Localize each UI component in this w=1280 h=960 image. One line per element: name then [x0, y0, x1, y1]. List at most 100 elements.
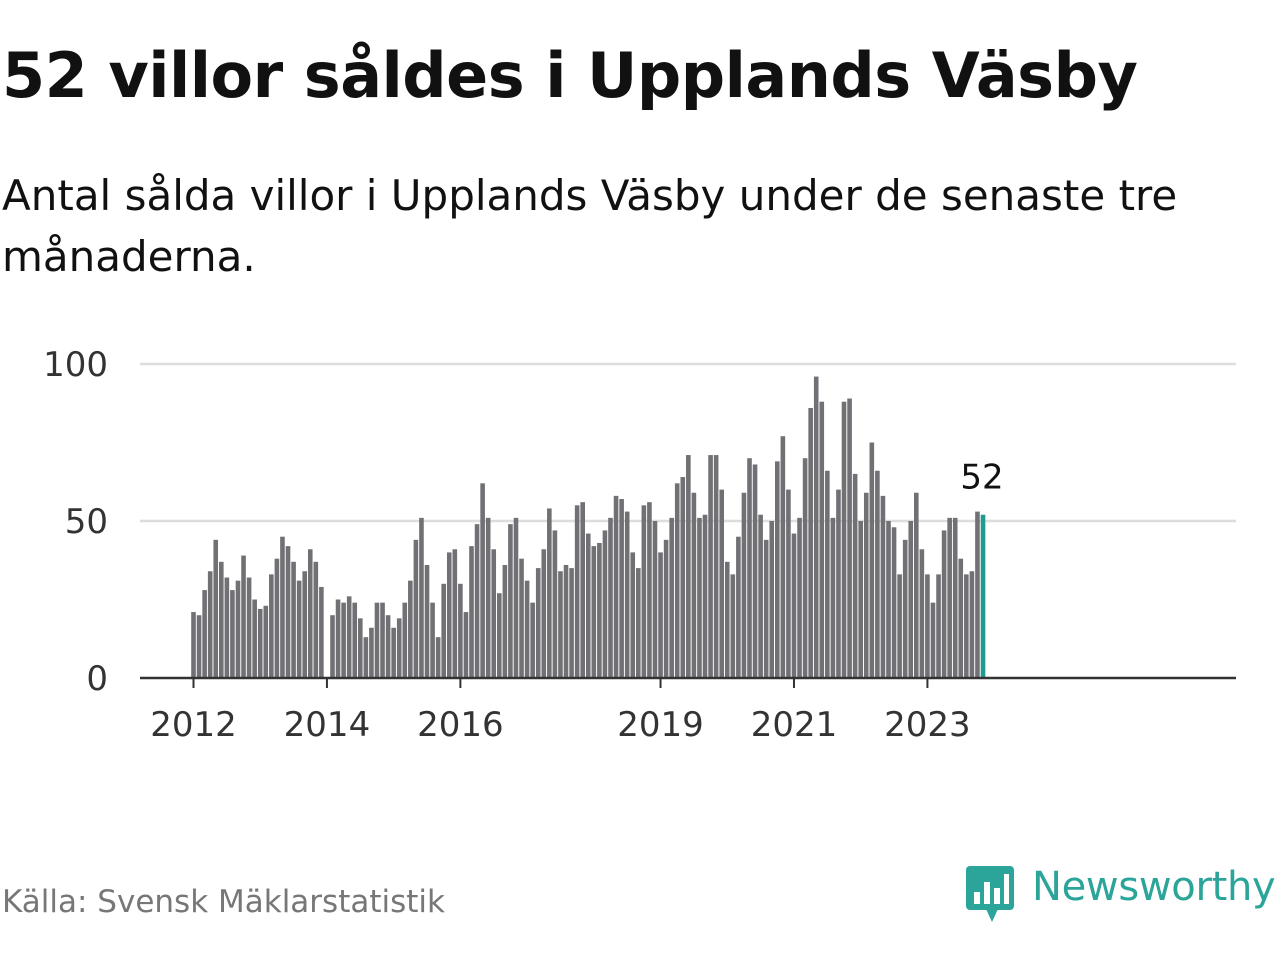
- y-axis-ticks: 0 50 100: [43, 345, 108, 699]
- bar: [441, 583, 446, 678]
- bar: [975, 511, 980, 678]
- bar: [369, 627, 374, 678]
- bar: [763, 539, 769, 678]
- bar: [691, 492, 697, 678]
- y-tick-label-100: 100: [43, 345, 108, 385]
- bar: [964, 574, 969, 678]
- bar: [269, 574, 274, 678]
- bar: [274, 558, 280, 678]
- bar: [880, 495, 886, 678]
- bar: [613, 495, 619, 678]
- bar: [285, 546, 291, 678]
- bar: [552, 530, 558, 678]
- bar: [925, 574, 930, 678]
- bar: [908, 521, 914, 678]
- bar: [747, 458, 752, 678]
- x-tick-label-2014: 2014: [284, 705, 371, 745]
- bar: [958, 558, 964, 678]
- highlight-value-label: 52: [960, 458, 1003, 498]
- bar: [797, 517, 802, 678]
- bar: [619, 499, 624, 678]
- bar: [969, 571, 975, 678]
- bar: [936, 574, 941, 678]
- bar: [663, 539, 669, 678]
- bar: [930, 602, 936, 678]
- bar: [391, 627, 396, 678]
- bar: [463, 612, 469, 678]
- bar: [902, 539, 908, 678]
- bar: [535, 568, 541, 678]
- brand-logo[interactable]: Newsworthy: [964, 864, 1276, 928]
- bar: [224, 577, 230, 678]
- bar: [947, 517, 952, 678]
- bar: [697, 517, 702, 678]
- bar: [891, 527, 897, 678]
- bar: [669, 517, 674, 678]
- bar: [341, 602, 346, 678]
- bar: [658, 552, 663, 678]
- bar: [408, 580, 413, 678]
- bar: [802, 458, 808, 678]
- bar: [530, 602, 535, 678]
- bar: [213, 539, 219, 678]
- bar: [502, 564, 508, 678]
- annotations: 52: [960, 458, 1003, 498]
- bar: [713, 455, 719, 678]
- x-axis-ticks: 2012 2014 2016 2019 2021 2023: [150, 678, 971, 745]
- bars: [191, 376, 986, 678]
- bar: [919, 549, 925, 678]
- bar: [580, 502, 585, 678]
- chart-subtitle: Antal sålda villor i Upplands Väsby unde…: [2, 171, 1178, 281]
- bar: [780, 436, 786, 678]
- x-tick-label-2012: 2012: [150, 705, 237, 745]
- x-tick-label-2023: 2023: [884, 705, 971, 745]
- x-tick-label-2019: 2019: [617, 705, 704, 745]
- bar: [330, 615, 335, 678]
- bar: [419, 517, 424, 678]
- bar: [952, 517, 958, 678]
- bar: [263, 605, 269, 678]
- bar: [474, 524, 480, 678]
- bar: [819, 401, 825, 678]
- bar: [196, 615, 202, 678]
- bar: [741, 492, 747, 678]
- bar: [246, 577, 252, 678]
- bar: [724, 561, 730, 678]
- bar: [875, 470, 880, 678]
- bar: [519, 558, 524, 678]
- bar: [841, 401, 847, 678]
- bar: [319, 586, 324, 678]
- bar: [830, 517, 836, 678]
- bar: [686, 455, 691, 678]
- bar: [574, 505, 580, 678]
- bar: [630, 552, 636, 678]
- bar: [207, 571, 213, 678]
- x-tick-label-2021: 2021: [751, 705, 838, 745]
- bar: [836, 489, 841, 678]
- bar: [914, 492, 919, 678]
- bar: [569, 568, 574, 678]
- bar: [736, 536, 741, 678]
- bar: [591, 546, 597, 678]
- bar: [252, 599, 257, 678]
- bar: [469, 546, 474, 678]
- bar: [636, 568, 641, 678]
- bar: [424, 564, 430, 678]
- bar: [647, 502, 652, 678]
- bar: [452, 549, 458, 678]
- bar: [413, 539, 419, 678]
- bar: [508, 524, 513, 678]
- bar: [335, 599, 341, 678]
- bar: [680, 477, 686, 678]
- bar: [374, 602, 380, 678]
- bar: [302, 571, 307, 678]
- bar: [769, 521, 775, 678]
- y-tick-label-0: 0: [86, 659, 108, 699]
- bar: [585, 533, 591, 678]
- bar: [396, 618, 402, 678]
- bar: [202, 590, 207, 678]
- bar-highlight: [980, 514, 986, 678]
- bar: [786, 489, 791, 678]
- bar: [624, 511, 630, 678]
- bar: [886, 521, 891, 678]
